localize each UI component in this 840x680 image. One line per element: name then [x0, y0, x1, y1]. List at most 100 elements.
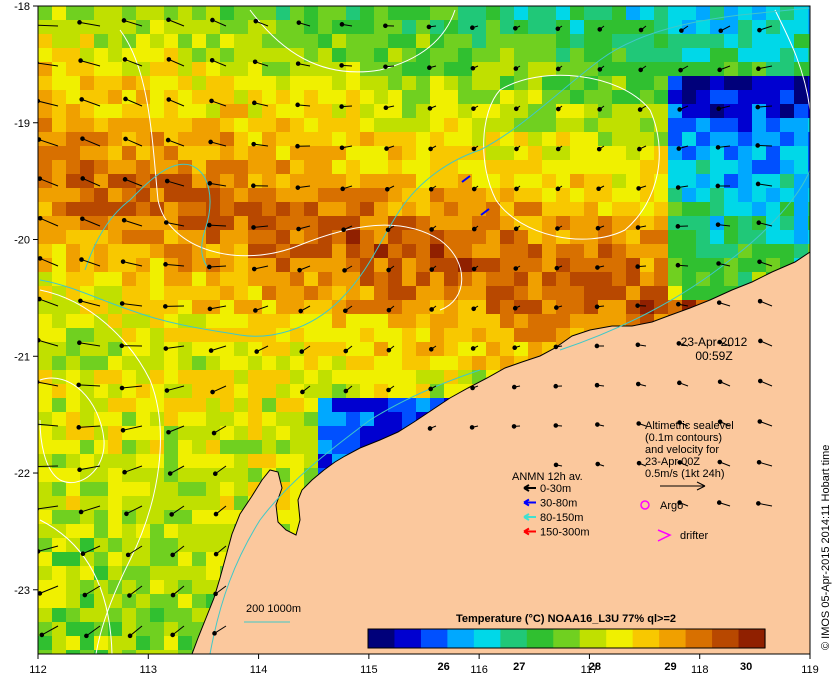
sst-cell: [514, 34, 529, 49]
sst-cell: [626, 160, 641, 175]
sst-cell: [276, 510, 291, 525]
sst-cell: [612, 244, 627, 259]
sst-cell: [640, 300, 655, 315]
sst-cell: [164, 188, 179, 203]
sst-cell: [570, 230, 585, 245]
sst-cell: [794, 174, 809, 189]
velocity-arrowhead: [342, 268, 347, 273]
sst-cell: [766, 6, 781, 21]
sst-cell: [724, 104, 739, 119]
sst-cell: [66, 146, 81, 161]
sst-cell: [738, 48, 753, 63]
sst-cell: [234, 342, 249, 357]
velocity-vectors: [38, 17, 773, 639]
credit-text: © IMOS 05-Apr-2015 2014:11 Hobart time: [820, 445, 832, 650]
sst-cell: [374, 6, 389, 21]
sst-cell: [66, 300, 81, 315]
sst-cell: [486, 160, 501, 175]
velocity-arrowhead: [166, 97, 172, 102]
legend-item-label: 80-150m: [540, 512, 583, 524]
sst-cell: [654, 104, 669, 119]
sst-cell: [360, 370, 375, 385]
sst-cell: [374, 132, 389, 147]
sst-cell: [654, 202, 669, 217]
sst-cell: [486, 146, 501, 161]
sst-cell: [206, 6, 221, 21]
sst-cell: [122, 398, 137, 413]
sst-cell: [738, 216, 753, 231]
sst-cell: [52, 482, 67, 497]
sst-cell: [220, 62, 235, 77]
sst-cell: [136, 328, 151, 343]
sst-cell: [584, 34, 599, 49]
sst-cell: [570, 62, 585, 77]
sst-cell: [528, 90, 543, 105]
sst-cell: [486, 48, 501, 63]
sst-cell: [66, 650, 81, 654]
sst-cell: [94, 104, 109, 119]
sst-cell: [780, 104, 795, 119]
sst-cell: [346, 48, 361, 63]
velocity-arrowhead: [428, 186, 434, 192]
velocity-arrowhead: [122, 469, 127, 475]
sst-cell: [318, 314, 333, 329]
sst-cell: [262, 76, 277, 91]
sst-cell: [80, 188, 95, 203]
sst-cell: [346, 398, 361, 413]
sst-cell: [374, 202, 389, 217]
velocity-arrowhead: [553, 423, 559, 428]
sst-cell: [94, 6, 109, 21]
sst-cell: [38, 566, 53, 581]
sst-cell: [710, 160, 725, 175]
sst-cell: [584, 174, 599, 189]
sst-cell: [360, 398, 375, 413]
sst-cell: [472, 118, 487, 133]
sst-cell: [150, 524, 165, 539]
sst-cell: [66, 510, 81, 525]
sst-cell: [360, 384, 375, 399]
sst-cell: [248, 300, 263, 315]
velocity-arrow: [82, 138, 101, 147]
sst-cell: [640, 244, 655, 259]
sst-cell: [738, 146, 753, 161]
sst-cell: [304, 244, 319, 259]
velocity-arrow: [122, 425, 143, 431]
sst-cell: [150, 356, 165, 371]
sst-cell: [178, 636, 193, 651]
sst-cell: [94, 552, 109, 567]
sst-cell: [626, 20, 641, 35]
sst-cell: [388, 244, 403, 259]
sst-cell: [472, 300, 487, 315]
sst-cell: [122, 6, 137, 21]
sst-cell: [304, 104, 319, 119]
sst-cell: [318, 188, 333, 203]
velocity-arrow: [129, 585, 143, 596]
sst-cell: [290, 440, 305, 455]
sst-cell: [318, 90, 333, 105]
sst-cell: [66, 524, 81, 539]
colorbar-segment: [738, 629, 766, 648]
latitude-tick-label: -23: [14, 585, 30, 597]
sst-cell: [192, 370, 207, 385]
sst-cell: [682, 132, 697, 147]
sst-cell: [682, 6, 697, 21]
sst-cell: [598, 6, 613, 21]
velocity-arrow: [254, 265, 269, 270]
sst-cell: [388, 314, 403, 329]
sst-cell: [304, 160, 319, 175]
sst-cell: [178, 524, 193, 539]
sst-cell: [668, 272, 683, 287]
velocity-arrowhead: [597, 67, 603, 72]
sst-cell: [136, 454, 151, 469]
sst-cell: [248, 90, 263, 105]
sst-cell: [206, 496, 221, 511]
sst-cell: [192, 160, 207, 175]
sst-cell: [94, 216, 109, 231]
sst-cell: [668, 230, 683, 245]
sst-cell: [360, 272, 375, 287]
sst-cell: [290, 370, 305, 385]
mooring-arrows: [461, 175, 490, 216]
velocity-arrowhead: [635, 225, 641, 230]
sst-cell: [486, 272, 501, 287]
sst-cell: [164, 76, 179, 91]
